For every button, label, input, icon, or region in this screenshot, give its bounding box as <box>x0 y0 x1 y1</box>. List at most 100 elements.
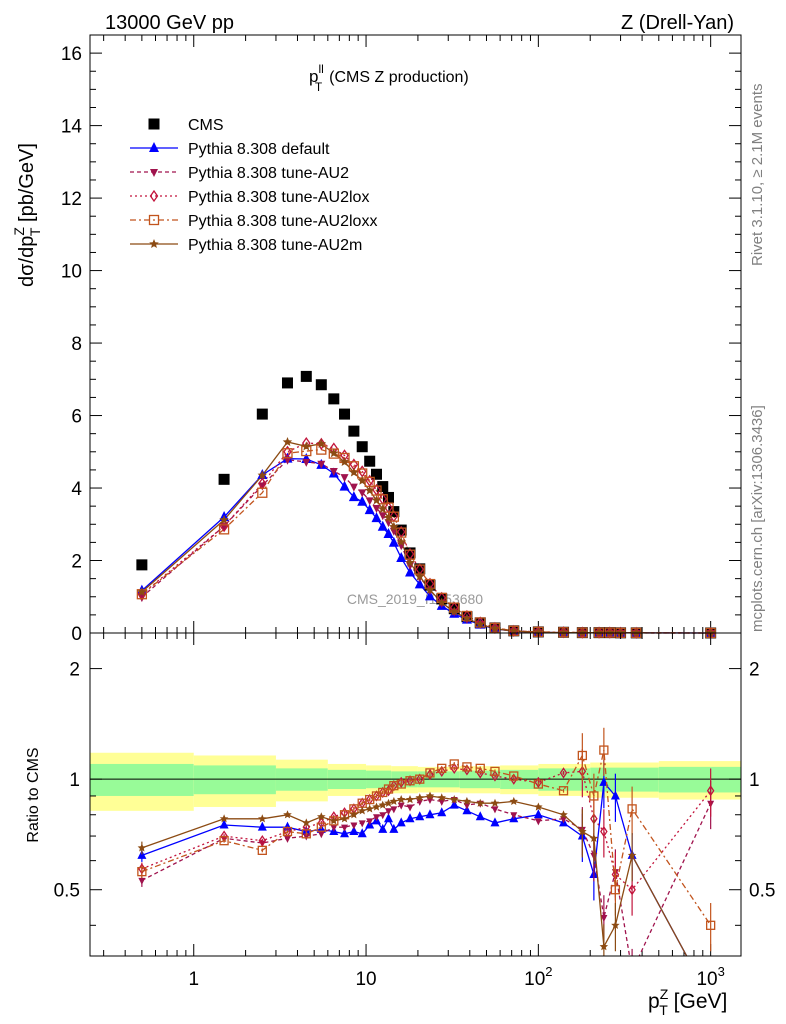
ratio-panel-frame <box>89 632 742 957</box>
data-point <box>437 765 446 778</box>
data-point <box>627 850 637 859</box>
data-point <box>364 504 375 515</box>
data-point <box>366 818 374 826</box>
y-tick-label: 12 <box>61 189 82 210</box>
y-tick-label: 1 <box>69 770 80 791</box>
data-point <box>594 627 604 637</box>
data-point <box>384 813 394 823</box>
data-point <box>406 804 414 812</box>
ratio-series-clipped <box>137 727 716 976</box>
data-point <box>137 866 147 877</box>
data-point <box>462 796 472 805</box>
data-point <box>372 504 381 513</box>
data-point <box>489 622 501 634</box>
data-point <box>397 776 405 789</box>
data-point <box>415 811 425 821</box>
y-tick-label-right: 0.5 <box>749 881 775 902</box>
data-point <box>329 448 339 458</box>
chart-title: pll T(CMS Z production) <box>309 62 469 94</box>
data-point <box>475 617 486 628</box>
data-point <box>462 613 472 623</box>
data-point <box>148 118 160 130</box>
data-point <box>373 814 381 822</box>
data-point <box>302 818 311 827</box>
data-point <box>414 563 426 575</box>
data-point <box>383 528 394 539</box>
legend-label: CMS <box>188 117 224 134</box>
data-point <box>475 619 485 629</box>
data-point <box>390 806 398 814</box>
data-point <box>628 884 636 896</box>
data-point <box>349 826 359 836</box>
data-point <box>349 467 359 477</box>
data-point <box>491 770 499 782</box>
data-point <box>437 597 447 607</box>
data-point <box>357 495 368 506</box>
data-point <box>559 767 568 779</box>
legend: CMS Pythia 8.308 default Pythia 8.308 tune… <box>130 117 377 254</box>
data-point <box>137 587 147 597</box>
data-point <box>378 504 388 514</box>
data-point <box>371 468 383 480</box>
data-point <box>257 845 267 855</box>
data-point <box>415 793 424 802</box>
data-point <box>389 521 399 531</box>
data-point <box>371 512 382 523</box>
data-point <box>509 771 519 781</box>
data-point <box>283 835 291 843</box>
data-point <box>599 942 609 951</box>
legend-label: Pythia 8.308 tune-AU2 <box>188 165 349 182</box>
data-point <box>426 768 434 781</box>
data-point <box>462 762 472 772</box>
data-point <box>600 915 608 923</box>
y-tick-label: 6 <box>71 407 82 428</box>
data-point <box>578 827 587 836</box>
data-point <box>560 816 568 824</box>
y-tick-label: 0.5 <box>54 881 80 902</box>
data-point <box>437 763 447 774</box>
data-point <box>509 773 518 785</box>
data-point <box>534 818 542 826</box>
data-point <box>137 849 147 859</box>
x-axis-label-text: pZ T [GeV] <box>648 986 727 1018</box>
data-point <box>396 537 406 547</box>
y-tick-label: 16 <box>61 44 82 65</box>
y-tick-label: 4 <box>71 479 82 500</box>
band-inner <box>90 763 194 796</box>
data-point <box>559 810 568 819</box>
data-point <box>589 791 599 801</box>
data-point <box>302 458 311 467</box>
x-tick-label: 1 <box>188 969 199 990</box>
data-point <box>450 762 459 775</box>
data-point <box>137 843 147 852</box>
data-point <box>317 812 326 821</box>
legend-label: Pythia 8.308 default <box>188 141 330 158</box>
data-point <box>627 804 637 814</box>
y-tick-label-right: 2 <box>749 660 760 681</box>
energy-label: 13000 GeV pp <box>105 12 234 34</box>
data-point <box>449 759 459 769</box>
legend-label: Pythia 8.308 tune-AU2loxx <box>188 213 377 230</box>
y-tick-label: 0 <box>71 624 82 645</box>
y-tick-label: 2 <box>71 552 82 573</box>
data-point <box>425 791 435 800</box>
data-point <box>358 820 366 828</box>
data-point <box>475 763 485 774</box>
data-point <box>317 460 326 469</box>
data-point <box>450 795 459 804</box>
data-point <box>610 885 621 895</box>
data-point <box>377 481 389 493</box>
mcplots-label: mcplots.cern.ch [arXiv:1306.3436] <box>749 405 766 632</box>
data-point <box>384 798 393 807</box>
data-point <box>425 584 435 594</box>
data-point <box>138 877 146 885</box>
data-point <box>615 627 626 637</box>
data-point <box>534 776 543 789</box>
data-point <box>219 836 229 846</box>
data-point <box>629 969 636 976</box>
data-point <box>258 814 267 823</box>
data-point <box>378 823 388 833</box>
data-point <box>364 485 375 495</box>
data-point <box>449 799 459 809</box>
process-label: Z (Drell-Yan) <box>621 12 734 34</box>
